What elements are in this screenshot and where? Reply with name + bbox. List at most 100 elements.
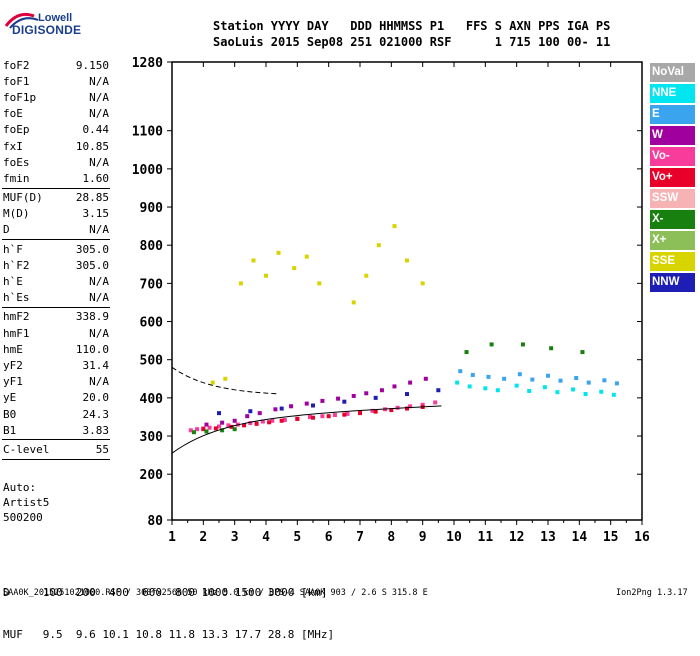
param-name: fmin (3, 171, 30, 185)
y-tick-label: 600 (140, 316, 164, 331)
legend-item-xplus: X+ (650, 231, 695, 250)
data-point (282, 418, 287, 423)
param-value: N/A (89, 107, 109, 121)
param-separator (2, 306, 110, 308)
param-value: 3.83 (82, 423, 110, 437)
polarization-legend: NoVal NNE E W Vo- Vo+ SSW X- X+ SSE NNW (650, 63, 695, 294)
param-value: N/A (89, 223, 109, 237)
y-tick-label: 1280 (132, 56, 163, 71)
data-point (599, 389, 604, 394)
data-point (530, 377, 535, 382)
data-point (289, 404, 294, 409)
data-point (423, 376, 428, 381)
data-point (405, 406, 409, 411)
data-point (574, 376, 579, 381)
auto-label: Auto: (3, 481, 37, 494)
param-row: fmin 1.60 (2, 170, 110, 186)
x-tick-label: 1 (168, 530, 176, 545)
legend-item-sse: SSE (650, 252, 695, 271)
param-row: yF2 31.4 (2, 357, 110, 373)
legend-item-w: W (650, 126, 695, 145)
param-value: N/A (89, 74, 109, 88)
data-point (248, 421, 253, 426)
y-tick-label: 500 (140, 354, 164, 369)
data-point (495, 388, 500, 393)
param-name: foE (3, 107, 23, 121)
x-tick-label: 4 (262, 530, 270, 545)
data-point (254, 421, 259, 426)
data-point (320, 398, 325, 403)
data-point (467, 384, 472, 389)
param-name: C-level (3, 442, 50, 456)
param-row: foF1 N/A (2, 73, 110, 89)
param-name: foF2 (3, 58, 30, 72)
param-row: foE N/A (2, 106, 110, 122)
param-row: hmE 110.0 (2, 341, 110, 357)
data-point (364, 391, 369, 396)
param-name: h`Es (3, 291, 30, 305)
param-row: h`F 305.0 (2, 241, 110, 257)
autoscaling-info: Auto: Artist5 500200 (3, 480, 49, 525)
data-point (351, 393, 356, 398)
x-tick-label: 15 (603, 530, 619, 545)
data-point (270, 418, 275, 423)
param-value: 305.0 (75, 258, 109, 272)
data-point (264, 273, 268, 278)
y-tick-label: 400 (140, 392, 164, 407)
y-tick-label: 300 (140, 430, 164, 445)
legend-item-xminus: X- (650, 210, 695, 229)
data-point (502, 376, 507, 381)
data-point (232, 418, 237, 423)
data-point (486, 374, 491, 379)
param-separator (2, 458, 110, 460)
data-point (217, 411, 221, 416)
data-point (304, 401, 309, 406)
data-point (304, 254, 309, 259)
data-point (586, 380, 591, 385)
data-point (358, 411, 362, 416)
param-row: foEp 0.44 (2, 122, 110, 138)
data-point (546, 373, 550, 378)
x-tick-label: 9 (419, 530, 427, 545)
data-point (251, 258, 256, 263)
data-point (420, 402, 425, 407)
param-name: foEp (3, 123, 30, 137)
footer-info: SAA0K_2015251021000.RSF / 300fx256h 50 k… (3, 588, 428, 598)
param-value: 305.0 (75, 242, 109, 256)
data-point (342, 399, 347, 404)
legend-item-noval: NoVal (650, 63, 695, 82)
parameter-table: foF2 9.150 foF1 N/A foF1p N/A foE N/A foEp 0.44 fx… (2, 57, 110, 461)
data-point (336, 396, 341, 401)
param-name: foEs (3, 155, 30, 169)
param-value: 3.15 (82, 207, 110, 221)
x-tick-label: 6 (325, 530, 333, 545)
data-point (555, 390, 560, 395)
data-point (517, 372, 522, 377)
param-row: yF1 N/A (2, 374, 110, 390)
data-point (405, 392, 409, 397)
data-point (351, 300, 356, 305)
param-name: B1 (3, 423, 17, 437)
legend-item-voplus: Vo+ (650, 168, 695, 187)
param-name: MUF(D) (3, 191, 43, 205)
param-value: 31.4 (82, 358, 110, 372)
param-name: hmF2 (3, 310, 30, 324)
data-point (220, 420, 225, 425)
data-point (464, 350, 469, 355)
data-point (204, 422, 209, 427)
data-point (602, 378, 607, 383)
param-value: N/A (89, 375, 109, 389)
muf-table: D 100 200 400 600 800 1000 1500 3000 [km… (3, 558, 334, 656)
auto-artist: Artist5 (3, 496, 50, 509)
data-point (292, 266, 297, 271)
data-point (207, 425, 212, 430)
data-point (583, 392, 588, 397)
data-point (295, 416, 300, 421)
x-tick-label: 3 (231, 530, 239, 545)
param-name: D (3, 223, 10, 237)
y-tick-label: 1100 (132, 125, 163, 140)
param-separator (2, 187, 110, 189)
param-separator (2, 239, 110, 241)
header-line-1: Station YYYY DAY DDD HHMMSS P1 FFS S AXN… (213, 19, 611, 33)
param-value: 338.9 (75, 310, 109, 324)
